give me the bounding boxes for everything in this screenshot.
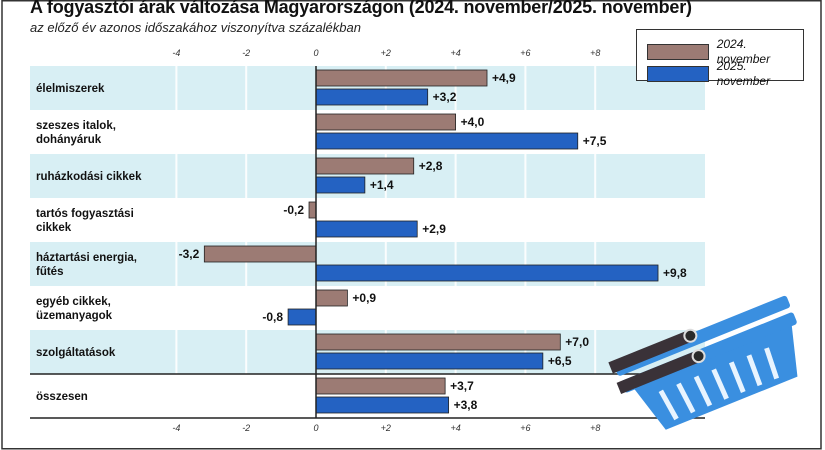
data-label: +2,8 — [419, 159, 443, 173]
data-label: +3,2 — [433, 90, 457, 104]
legend-swatch-2024 — [647, 44, 709, 60]
bar — [315, 396, 450, 414]
bar — [315, 88, 429, 106]
chart-title: A fogyasztói árak változása Magyarország… — [30, 0, 692, 17]
legend-label-2025: 2025. november — [716, 59, 771, 88]
bar — [308, 201, 317, 219]
x-tick-label-bottom: -4 — [172, 423, 180, 433]
bar — [315, 220, 418, 238]
x-tick-label-bottom: -2 — [242, 423, 250, 433]
bar — [315, 264, 659, 282]
x-tick-label-bottom: +4 — [450, 423, 460, 433]
data-label: +3,7 — [450, 379, 474, 393]
data-label: +6,5 — [548, 354, 572, 368]
category-label: üzemanyagok — [36, 310, 113, 322]
chart-subtitle: az előző év azonos időszakához viszonyít… — [30, 20, 361, 35]
row-background — [30, 286, 705, 330]
legend: 2024. november 2025. november — [636, 29, 804, 88]
data-label: -0,8 — [262, 310, 283, 324]
data-label: +7,0 — [565, 335, 589, 349]
category-label: szolgáltatások — [36, 347, 116, 359]
data-label: +1,4 — [370, 178, 394, 192]
x-tick-label-bottom: 0 — [313, 423, 318, 433]
bar — [315, 69, 488, 87]
category-label: háztartási energia, — [36, 252, 137, 264]
data-label: +4,9 — [492, 71, 516, 85]
data-label: +9,8 — [663, 266, 687, 280]
data-label: +2,9 — [422, 222, 446, 236]
category-label: fűtés — [36, 266, 63, 278]
data-label: +0,9 — [352, 291, 376, 305]
shopping-basket-icon — [608, 295, 798, 430]
data-label: -3,2 — [179, 247, 200, 261]
legend-label-2024: 2024. november — [716, 37, 771, 66]
x-tick-label-top: +2 — [381, 48, 391, 58]
data-label: +4,0 — [461, 115, 485, 129]
bar — [315, 289, 348, 307]
category-label: dohányáruk — [36, 134, 102, 146]
bar — [287, 308, 317, 326]
legend-swatch-2025 — [647, 66, 709, 82]
x-tick-label-top: +4 — [450, 48, 460, 58]
category-label: élelmiszerek — [36, 83, 105, 95]
bar — [315, 157, 415, 175]
data-label: +3,8 — [454, 398, 478, 412]
x-tick-label-bottom: +8 — [590, 423, 600, 433]
bar — [315, 352, 544, 370]
x-tick-label-top: +6 — [520, 48, 530, 58]
data-label: -0,2 — [283, 203, 304, 217]
bar — [315, 333, 561, 351]
bar — [203, 245, 317, 263]
bar — [315, 377, 446, 395]
legend-item-2024: 2024. november — [647, 37, 803, 67]
bar — [315, 176, 366, 194]
category-label: egyéb cikkek, — [36, 296, 111, 308]
x-tick-label-top: 0 — [313, 48, 318, 58]
x-tick-label-top: -2 — [242, 48, 250, 58]
category-label: cikkek — [36, 222, 72, 234]
x-tick-label-top: -4 — [172, 48, 180, 58]
category-label: tartós fogyasztási — [36, 208, 134, 220]
bar — [315, 132, 579, 150]
legend-item-2025: 2025. november — [647, 59, 803, 89]
data-label: +7,5 — [583, 134, 607, 148]
category-label: összesen — [36, 391, 88, 403]
category-label: ruházkodási cikkek — [36, 171, 142, 183]
x-tick-label-bottom: +6 — [520, 423, 530, 433]
category-label: szeszes italok, — [36, 120, 116, 132]
x-tick-label-top: +8 — [590, 48, 600, 58]
bar — [315, 113, 457, 131]
x-tick-label-bottom: +2 — [381, 423, 391, 433]
